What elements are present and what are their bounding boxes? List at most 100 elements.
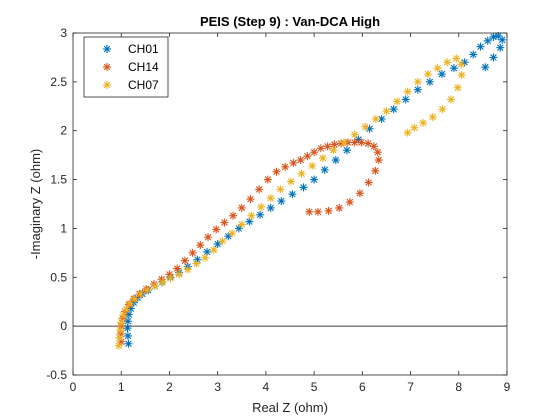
data-point	[443, 58, 452, 67]
data-point	[428, 113, 437, 122]
x-axis-label: Real Z (ohm)	[252, 400, 328, 415]
data-point	[335, 203, 344, 212]
data-point	[175, 270, 184, 279]
data-point	[123, 324, 132, 333]
data-point	[331, 156, 340, 165]
data-point	[496, 43, 505, 52]
data-point	[340, 138, 349, 147]
data-point	[237, 203, 246, 212]
data-point	[247, 211, 256, 220]
data-point	[437, 70, 446, 79]
data-point	[310, 175, 319, 184]
data-series-layer	[114, 31, 507, 350]
data-point	[373, 148, 382, 157]
data-point	[457, 60, 466, 69]
legend-label: CH01	[128, 42, 159, 56]
y-axis-label: -Imaginary Z (ohm)	[28, 149, 43, 260]
data-point	[296, 156, 305, 165]
x-tick-label: 7	[407, 380, 414, 394]
x-tick-label: 4	[263, 380, 270, 394]
data-point	[116, 326, 125, 335]
data-point	[324, 206, 333, 215]
data-point	[277, 197, 286, 206]
series-ch01	[123, 31, 507, 348]
legend: CH01 CH14 CH07	[83, 36, 169, 98]
data-point	[136, 289, 145, 298]
x-tick-label: 2	[166, 380, 173, 394]
data-point	[413, 85, 422, 94]
y-tick-label: 0	[60, 319, 67, 333]
data-point	[377, 114, 386, 123]
data-point	[453, 83, 462, 92]
data-point	[357, 138, 366, 147]
tick-layer: 0 1 2 3 4 5 6 7 8 9-0.500.511.522.53	[46, 26, 510, 394]
data-point	[460, 58, 469, 67]
data-point	[263, 175, 272, 184]
data-point	[255, 185, 264, 194]
data-point	[313, 207, 322, 216]
x-tick-label: 1	[118, 380, 125, 394]
data-point	[369, 142, 378, 151]
data-point	[457, 71, 466, 80]
data-point	[403, 87, 412, 96]
data-point	[364, 178, 373, 187]
data-point	[371, 114, 380, 123]
data-point	[310, 148, 319, 157]
data-point	[256, 210, 265, 219]
data-point	[476, 42, 485, 51]
data-point	[401, 95, 410, 104]
legend-box	[83, 36, 169, 98]
data-point	[299, 183, 308, 192]
y-tick-label: 1.5	[50, 173, 67, 187]
data-point	[220, 218, 229, 227]
legend-label: CH07	[128, 78, 159, 92]
data-point	[364, 139, 373, 148]
data-point	[166, 274, 175, 283]
y-tick-label: 0.5	[50, 270, 67, 284]
data-point	[203, 247, 212, 256]
data-point	[389, 105, 398, 114]
data-point	[288, 190, 297, 199]
data-point	[410, 123, 419, 132]
data-point	[329, 146, 338, 155]
data-point	[316, 144, 325, 153]
data-point	[289, 158, 298, 167]
data-point	[425, 77, 434, 86]
data-point	[323, 142, 332, 151]
data-point	[266, 203, 275, 212]
data-point	[320, 165, 329, 174]
y-tick-label: 1	[60, 221, 67, 235]
data-point	[483, 36, 492, 45]
data-point	[272, 167, 281, 176]
data-point	[245, 217, 254, 226]
data-point	[393, 97, 402, 106]
data-point	[286, 177, 295, 186]
data-point	[276, 185, 285, 194]
data-point	[489, 53, 498, 62]
data-point	[158, 278, 167, 287]
data-point	[224, 232, 233, 241]
data-point	[297, 169, 306, 178]
x-tick-label: 6	[359, 380, 366, 394]
x-tick-label: 9	[504, 380, 511, 394]
y-tick-label: 2	[60, 124, 67, 138]
data-point	[192, 259, 201, 268]
data-point	[371, 166, 380, 175]
data-point	[119, 311, 128, 320]
data-point	[350, 130, 359, 139]
data-point	[237, 220, 246, 229]
data-point	[438, 105, 447, 114]
data-point	[449, 64, 458, 73]
data-point	[481, 63, 490, 72]
y-tick-label: -0.5	[46, 368, 67, 382]
data-point	[266, 194, 275, 203]
data-point	[281, 162, 290, 171]
chart-title: PEIS (Step 9) : Van-DCA High	[200, 14, 380, 29]
data-point	[228, 229, 237, 238]
data-point	[150, 282, 159, 291]
data-point	[115, 333, 124, 342]
x-tick-label: 5	[311, 380, 318, 394]
data-point	[117, 318, 126, 327]
data-point	[130, 294, 139, 303]
data-point	[342, 146, 351, 155]
